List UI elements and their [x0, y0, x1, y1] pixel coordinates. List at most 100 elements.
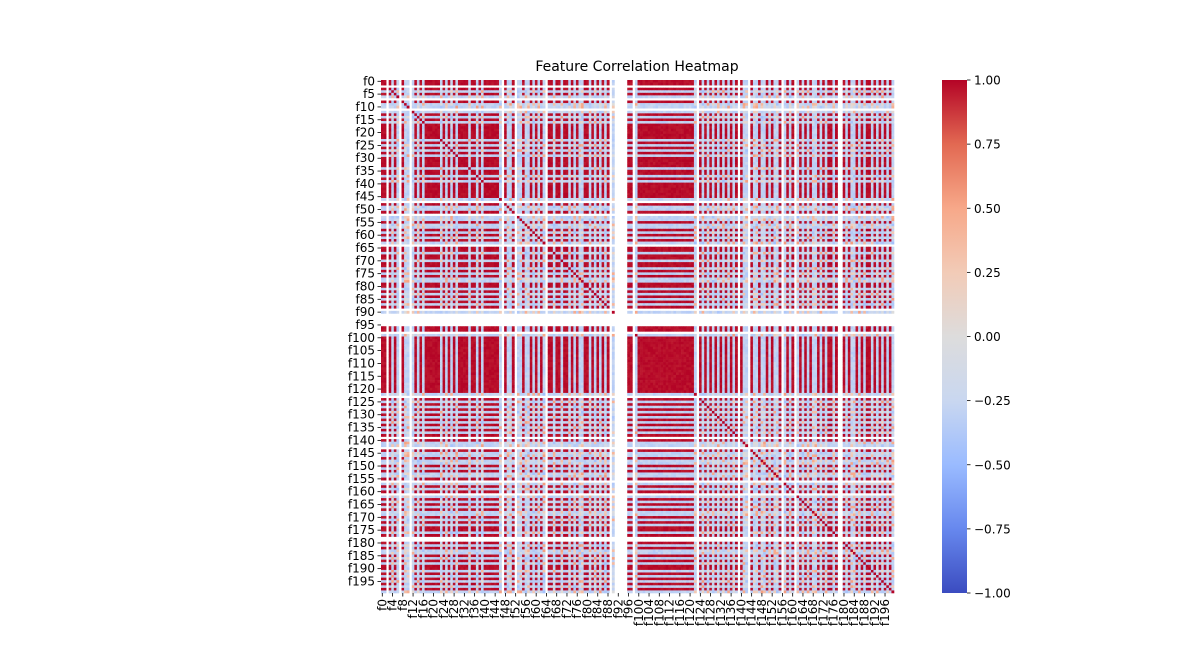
- heatmap-cell: [455, 106, 458, 109]
- heatmap-cell: [881, 101, 884, 104]
- heatmap-cell: [720, 134, 723, 137]
- heatmap-cell: [520, 134, 523, 137]
- heatmap-cell: [763, 136, 766, 139]
- heatmap-cell: [871, 149, 874, 152]
- heatmap-cell: [453, 129, 456, 132]
- heatmap-cell: [504, 126, 507, 129]
- heatmap-cell: [804, 83, 807, 86]
- heatmap-cell: [430, 93, 433, 96]
- heatmap-cell: [735, 80, 738, 83]
- heatmap-cell: [861, 149, 864, 152]
- heatmap-cell: [709, 83, 712, 86]
- heatmap-cell: [648, 134, 651, 137]
- heatmap-cell: [540, 139, 543, 142]
- heatmap-cell: [655, 121, 658, 124]
- heatmap-cell: [858, 144, 861, 147]
- heatmap-cell: [594, 139, 597, 142]
- heatmap-cell: [496, 83, 499, 86]
- heatmap-cell: [817, 83, 820, 86]
- heatmap-cell: [666, 147, 669, 150]
- heatmap-cell: [507, 144, 510, 147]
- heatmap-cell: [889, 129, 892, 132]
- heatmap-cell: [384, 113, 387, 116]
- heatmap-cell: [550, 103, 553, 106]
- heatmap-cell: [558, 147, 561, 150]
- heatmap-cell: [391, 139, 394, 142]
- heatmap-cell: [853, 83, 856, 86]
- heatmap-cell: [555, 124, 558, 127]
- heatmap-cell: [812, 83, 815, 86]
- heatmap-cell: [691, 144, 694, 147]
- heatmap-cell: [489, 121, 492, 124]
- heatmap-cell: [645, 103, 648, 106]
- heatmap-cell: [835, 124, 838, 127]
- heatmap-cell: [866, 134, 869, 137]
- heatmap-cell: [555, 103, 558, 106]
- heatmap-cell: [494, 90, 497, 93]
- heatmap-cell: [735, 139, 738, 142]
- heatmap-cell: [720, 118, 723, 121]
- heatmap-cell: [512, 118, 515, 121]
- heatmap-cell: [817, 121, 820, 124]
- heatmap-cell: [391, 103, 394, 106]
- heatmap-cell: [779, 121, 782, 124]
- heatmap-cell: [468, 139, 471, 142]
- heatmap-cell: [532, 103, 535, 106]
- heatmap-cell: [714, 121, 717, 124]
- heatmap-cell: [704, 136, 707, 139]
- heatmap-cell: [586, 134, 589, 137]
- heatmap-cell: [586, 121, 589, 124]
- heatmap-cell: [402, 111, 405, 114]
- heatmap-cell: [730, 83, 733, 86]
- heatmap-cell: [607, 134, 610, 137]
- heatmap-cell: [679, 95, 682, 98]
- heatmap-cell: [584, 90, 587, 93]
- heatmap-cell: [425, 131, 428, 134]
- heatmap-cell: [884, 152, 887, 155]
- heatmap-cell: [594, 118, 597, 121]
- heatmap-cell: [520, 139, 523, 142]
- heatmap-cell: [412, 152, 415, 155]
- heatmap-cell: [832, 83, 835, 86]
- heatmap-cell: [453, 144, 456, 147]
- heatmap-cell: [522, 116, 525, 119]
- heatmap-cell: [586, 129, 589, 132]
- heatmap-cell: [419, 118, 422, 121]
- heatmap-cell: [673, 121, 678, 124]
- heatmap-cell: [484, 139, 487, 142]
- heatmap-cell: [704, 147, 707, 150]
- heatmap-cell: [720, 116, 723, 119]
- heatmap-cell: [750, 93, 753, 96]
- heatmap-cell: [558, 103, 561, 106]
- heatmap-cell: [666, 80, 669, 83]
- heatmap-cell: [830, 126, 833, 129]
- heatmap-cell: [761, 106, 764, 109]
- heatmap-cell: [663, 116, 666, 119]
- heatmap-cell: [827, 88, 830, 91]
- heatmap-cell: [527, 134, 530, 137]
- heatmap-cell: [689, 88, 692, 91]
- heatmap-cell: [555, 106, 558, 109]
- heatmap-cell: [722, 136, 725, 139]
- heatmap-cell: [699, 118, 702, 121]
- heatmap-cell: [871, 101, 874, 104]
- heatmap-cell: [507, 121, 510, 124]
- heatmap-cell: [891, 121, 894, 124]
- heatmap-cell: [481, 136, 484, 139]
- heatmap-cell: [735, 129, 738, 132]
- heatmap-cell: [643, 139, 646, 142]
- heatmap-cell: [758, 90, 761, 93]
- heatmap-cell: [868, 144, 871, 147]
- heatmap-cell: [455, 139, 458, 142]
- heatmap-cell: [786, 95, 789, 98]
- heatmap-cell: [832, 116, 835, 119]
- heatmap-cell: [766, 111, 769, 114]
- heatmap-cell: [407, 134, 410, 137]
- heatmap-cell: [391, 152, 394, 155]
- heatmap-cell: [594, 90, 597, 93]
- heatmap-cell: [412, 113, 415, 116]
- heatmap-cell: [773, 118, 776, 121]
- heatmap-cell: [763, 118, 766, 121]
- heatmap-cell: [691, 129, 694, 132]
- heatmap-cell: [448, 139, 451, 142]
